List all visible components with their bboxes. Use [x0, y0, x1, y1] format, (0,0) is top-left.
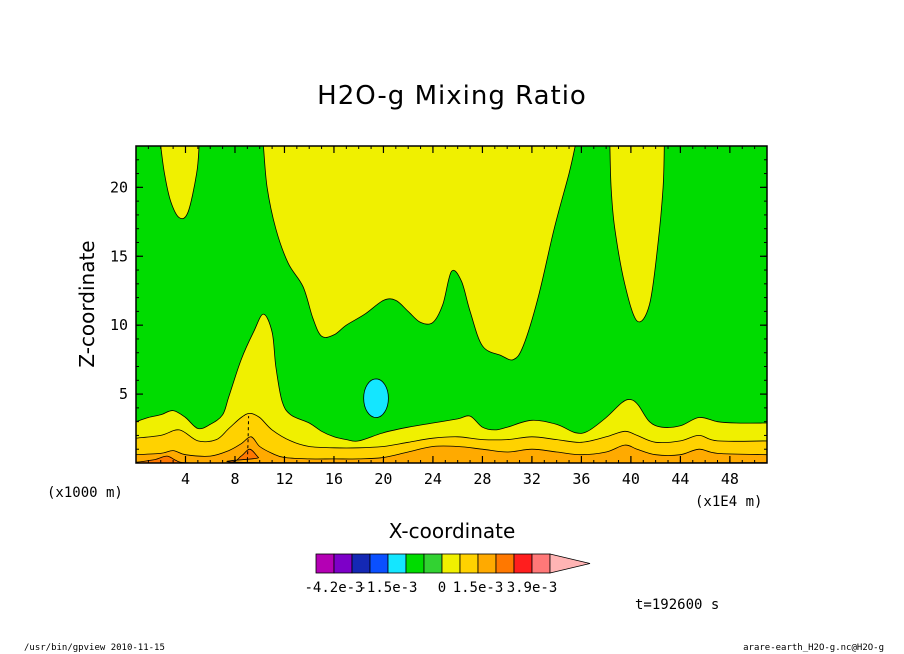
field-yellow-top-left [160, 146, 200, 220]
time-label: t=192600 s [635, 597, 719, 613]
colorbar-label: -4.2e-3 [304, 580, 363, 596]
x-tick-label: 28 [473, 470, 491, 488]
colorbar-segment [333, 553, 353, 574]
field-gold-band [136, 412, 767, 463]
colorbar-segment [351, 553, 371, 574]
colorbar-label: 1.5e-3 [453, 580, 504, 596]
x-tick-label: 24 [424, 470, 442, 488]
x-tick-label: 44 [671, 470, 689, 488]
colorbar-segment [315, 553, 335, 574]
colorbar-segment [405, 553, 425, 574]
y-scale-note: (x1000 m) [47, 485, 123, 501]
field-deep-orange-band [136, 448, 767, 463]
y-tick-label: 20 [110, 178, 128, 196]
dashed-contour [246, 416, 250, 461]
colorbar-segment [477, 553, 497, 574]
colorbar-segment [387, 553, 407, 574]
colorbar: -4.2e-3-1.5e-3 0 1.5e-3 3.9e-3 [304, 553, 591, 596]
y-tick-label: 15 [110, 247, 128, 265]
colorbar-label: 0 [438, 580, 446, 596]
colorbar-extend-arrow [549, 553, 591, 574]
x-tick-label: 8 [230, 470, 239, 488]
field-yellow-bottom [136, 313, 767, 463]
x-tick-label: 36 [572, 470, 590, 488]
colorbar-segment [369, 553, 389, 574]
colorbar-segment [531, 553, 551, 574]
plot-frame [135, 145, 768, 464]
field-cyan-blob [363, 378, 389, 418]
colorbar-segment [441, 553, 461, 574]
x-tick-label: 40 [622, 470, 640, 488]
field-yellow-top-mid [262, 146, 576, 361]
colorbar-segment [459, 553, 479, 574]
x-tick-label: 32 [523, 470, 541, 488]
colorbar-label: -1.5e-3 [358, 580, 417, 596]
footer-left: /usr/bin/gpview 2010-11-15 [24, 643, 165, 653]
x-tick-label: 12 [275, 470, 293, 488]
colorbar-label: 3.9e-3 [507, 580, 558, 596]
x-tick-label: 20 [374, 470, 392, 488]
plot-area [136, 146, 767, 463]
field-orange-band [136, 436, 767, 463]
y-tick-label: 5 [119, 385, 128, 403]
field-yellow-top-right [609, 146, 665, 323]
y-axis-label: Z-coordinate [75, 240, 99, 367]
y-tick-label: 10 [110, 316, 128, 334]
x-tick-label: 16 [325, 470, 343, 488]
x-scale-note: (x1E4 m) [695, 494, 762, 510]
colorbar-segment [423, 553, 443, 574]
x-tick-label: 48 [721, 470, 739, 488]
x-axis-label: X-coordinate [389, 519, 516, 543]
footer-right: arare-earth_H2O-g.nc@H2O-g [743, 643, 884, 653]
colorbar-segment [495, 553, 515, 574]
chart-title: H2O-g Mixing Ratio [317, 81, 587, 111]
colorbar-segment [513, 553, 533, 574]
x-tick-label: 4 [181, 470, 190, 488]
